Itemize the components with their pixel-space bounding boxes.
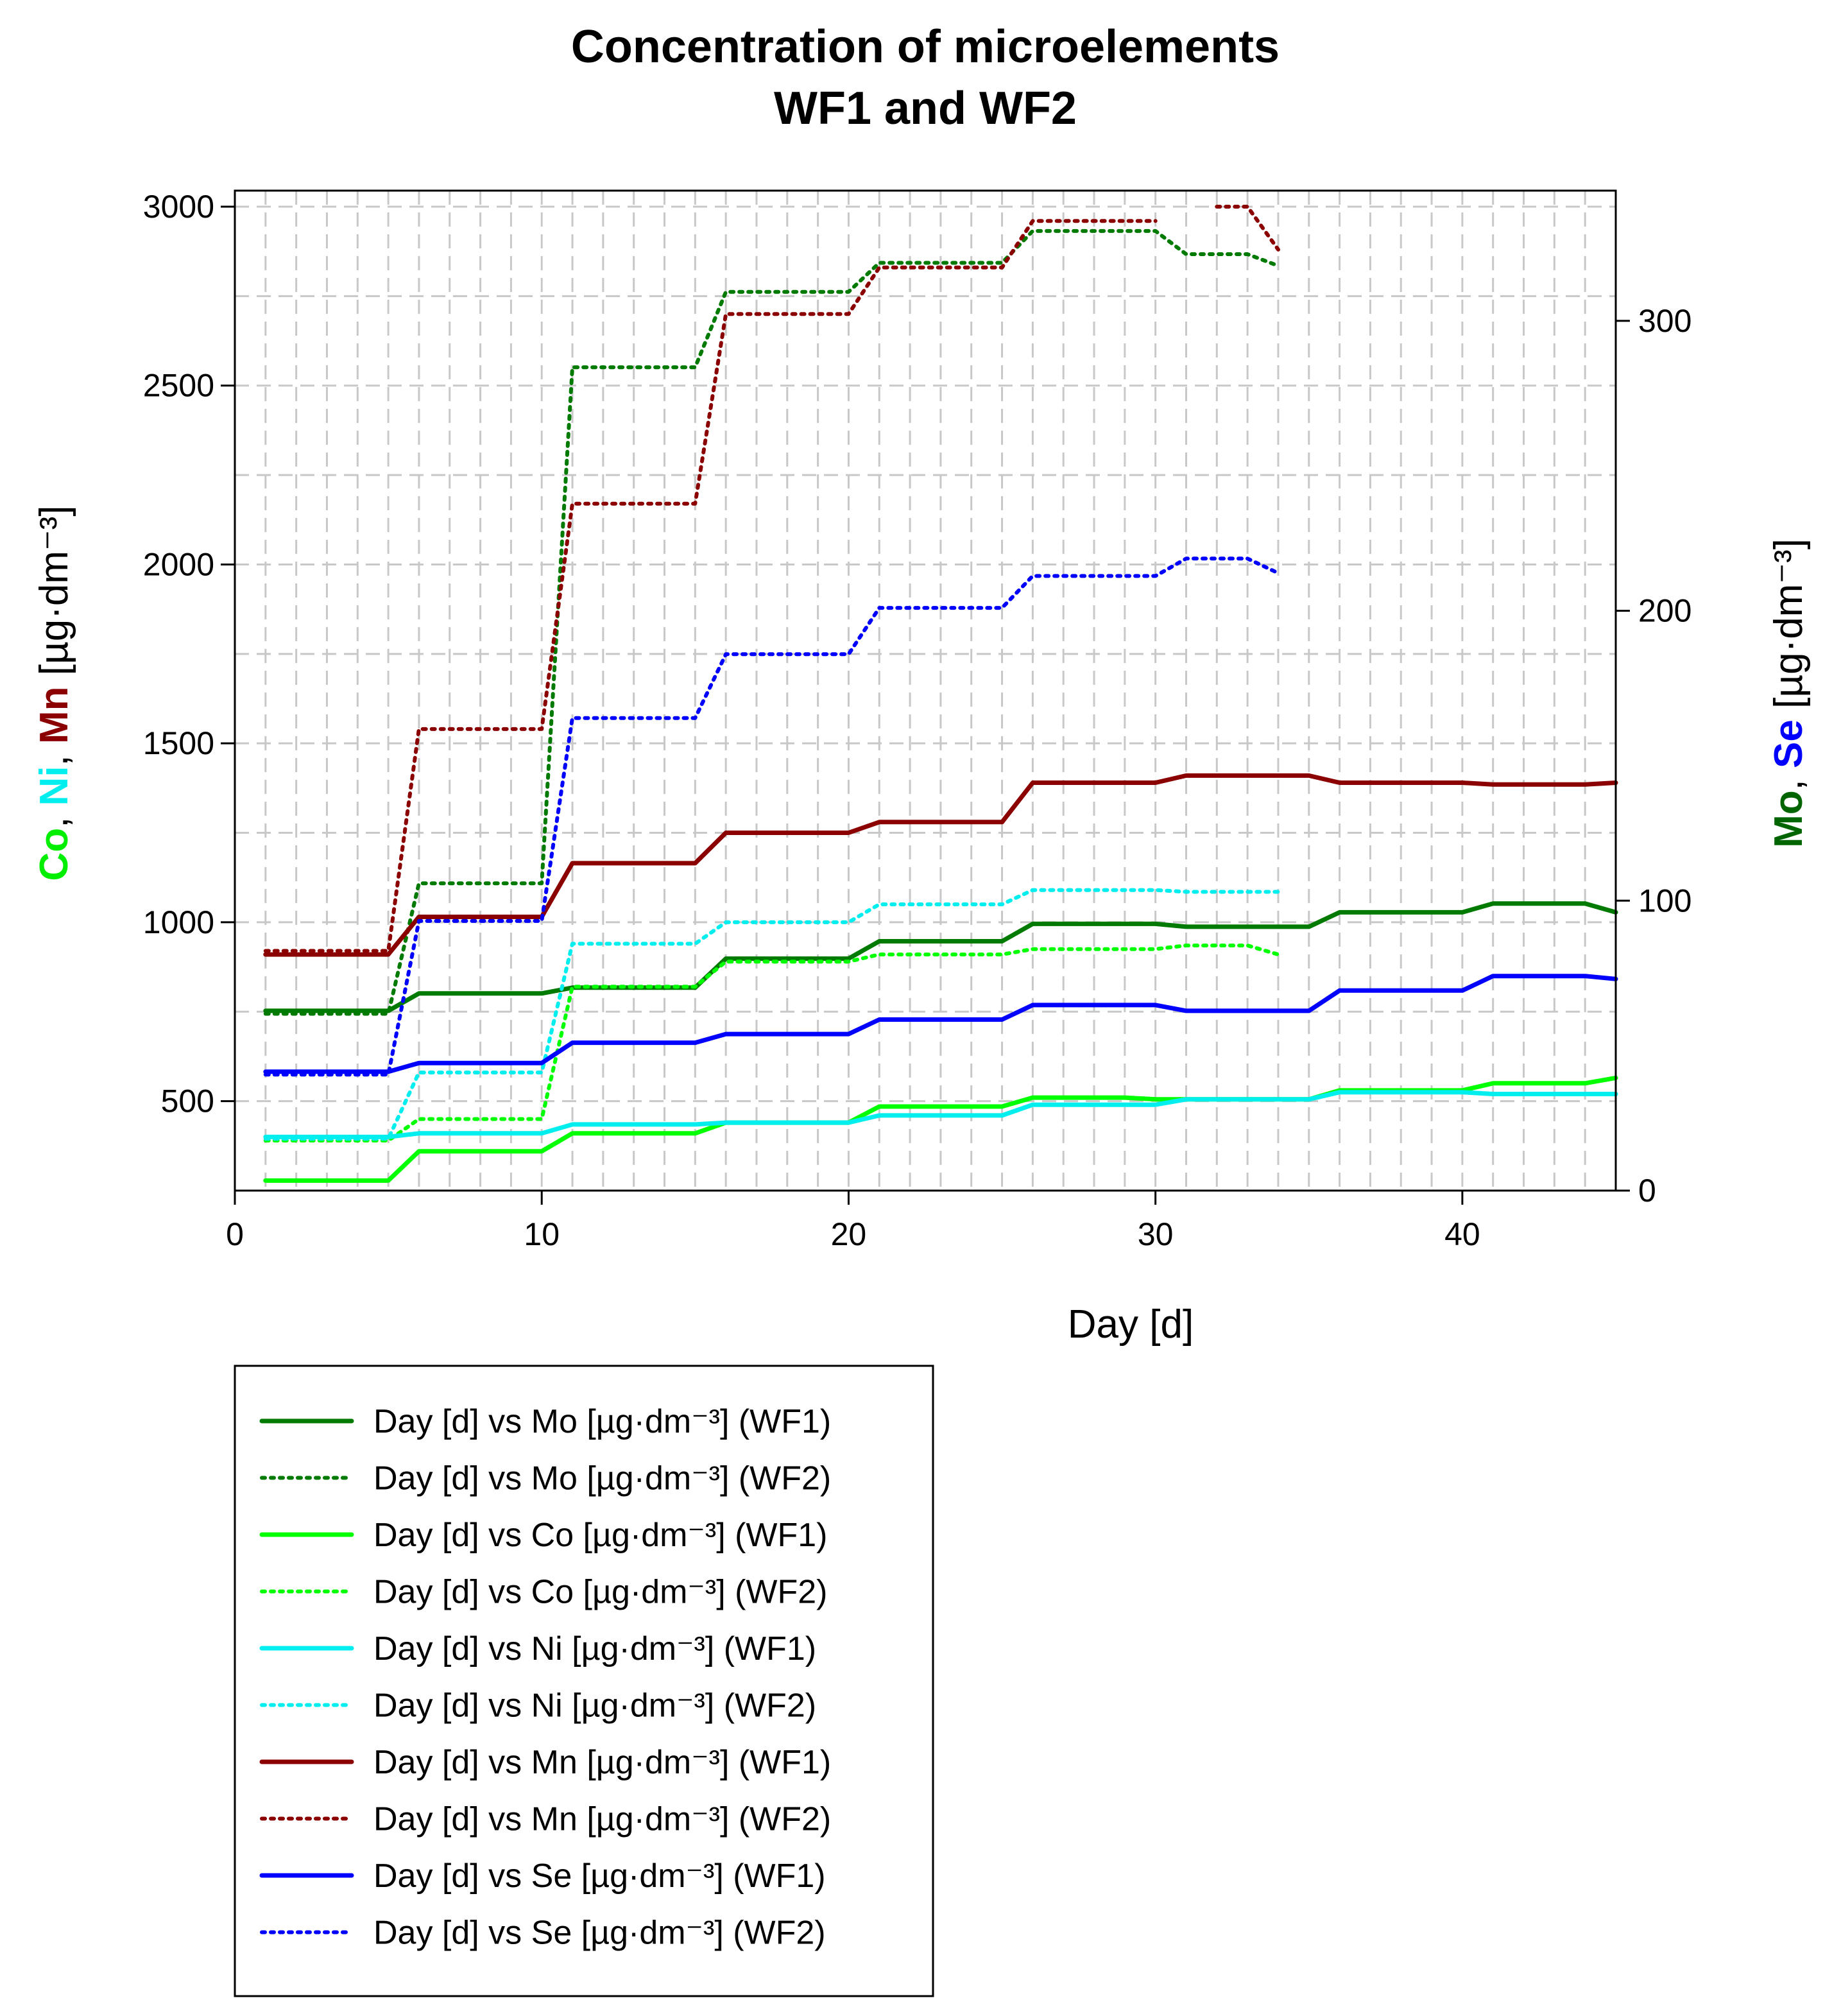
series-line-mo-wf1: [263, 901, 1618, 1013]
y-right-tick-label: 0: [1638, 1173, 1656, 1209]
axis-label-part: ,: [32, 744, 76, 766]
series-layer: [263, 205, 1618, 1183]
axis-label-part: ,: [1767, 768, 1811, 790]
y-right-tick-label: 200: [1638, 593, 1691, 629]
series-line-se-wf1: [263, 974, 1618, 1074]
x-tick-label: 0: [226, 1216, 244, 1252]
x-tick-label: 40: [1444, 1216, 1480, 1252]
x-tick-label: 20: [831, 1216, 867, 1252]
legend-entry: Day [d] vs Mo [µg·dm⁻³] (WF1): [373, 1403, 831, 1440]
y-left-tick-label: 2000: [143, 546, 214, 582]
legend-entry: Day [d] vs Mn [µg·dm⁻³] (WF1): [373, 1744, 831, 1781]
axis-label-part: Mo: [1767, 790, 1811, 848]
axis-label-part: Co: [32, 828, 76, 881]
legend-entry: Day [d] vs Co [µg·dm⁻³] (WF1): [373, 1517, 827, 1554]
y-left-tick-label: 500: [161, 1083, 214, 1119]
x-tick-label: 10: [524, 1216, 560, 1252]
series-line-mn-wf2: [263, 219, 1158, 953]
axis-label-part: Ni: [32, 766, 76, 806]
series-line-se-wf2: [263, 556, 1280, 1077]
axes: 0 10 20 30 40 500 1000 1500 2000 2500 3000 0 100 200 3…: [143, 189, 1692, 1252]
legend-entry: Day [d] vs Ni [µg·dm⁻³] (WF2): [373, 1687, 816, 1725]
legend-entry: Day [d] vs Co [µg·dm⁻³] (WF2): [373, 1574, 827, 1611]
x-axis-label: Day [d]: [1068, 1302, 1194, 1347]
y-left-tick-label: 3000: [143, 189, 214, 225]
y-left-tick-label: 2500: [143, 368, 214, 404]
series-line-ni-wf1: [263, 1090, 1618, 1139]
legend-entry: Day [d] vs Se [µg·dm⁻³] (WF1): [373, 1857, 826, 1895]
plot-frame: [234, 189, 1617, 1192]
y-right-tick-label: 300: [1638, 303, 1691, 339]
chart-title-line1: Concentration of microelements: [571, 21, 1280, 73]
axis-label-part: ,: [32, 806, 76, 827]
axis-label-part: Se: [1767, 719, 1811, 768]
series-line-ni-wf2: [263, 888, 1280, 1141]
series-line-mo-wf2: [263, 228, 1280, 1016]
legend: Day [d] vs Mo [µg·dm⁻³] (WF1) Day [d] vs …: [259, 1403, 831, 1952]
legend-entry: Day [d] vs Mo [µg·dm⁻³] (WF2): [373, 1460, 831, 1497]
chart-title-line2: WF1 and WF2: [774, 83, 1077, 134]
axis-label-part: [µg·dm⁻³]: [32, 505, 76, 686]
legend-entry: Day [d] vs Mn [µg·dm⁻³] (WF2): [373, 1801, 831, 1838]
axis-label-part: [µg·dm⁻³]: [1767, 538, 1811, 719]
y-left-tick-label: 1500: [143, 725, 214, 761]
y-axis-label-left: Co, Ni, Mn [µg·dm⁻³]: [32, 505, 76, 881]
legend-entry: Day [d] vs Se [µg·dm⁻³] (WF2): [373, 1915, 826, 1952]
series-line-co-wf2: [263, 943, 1280, 1142]
y-left-tick-label: 1000: [143, 904, 214, 940]
legend-entry: Day [d] vs Ni [µg·dm⁻³] (WF1): [373, 1630, 816, 1667]
y-right-tick-label: 100: [1638, 883, 1691, 918]
grid: [235, 191, 1617, 1191]
series-line-mn-wf2: [1215, 205, 1280, 252]
x-tick-label: 30: [1138, 1216, 1174, 1252]
axis-label-part: Mn: [32, 686, 76, 744]
y-axis-label-right: Mo, Se [µg·dm⁻³]: [1767, 538, 1811, 848]
legend-box: [234, 1365, 934, 1997]
